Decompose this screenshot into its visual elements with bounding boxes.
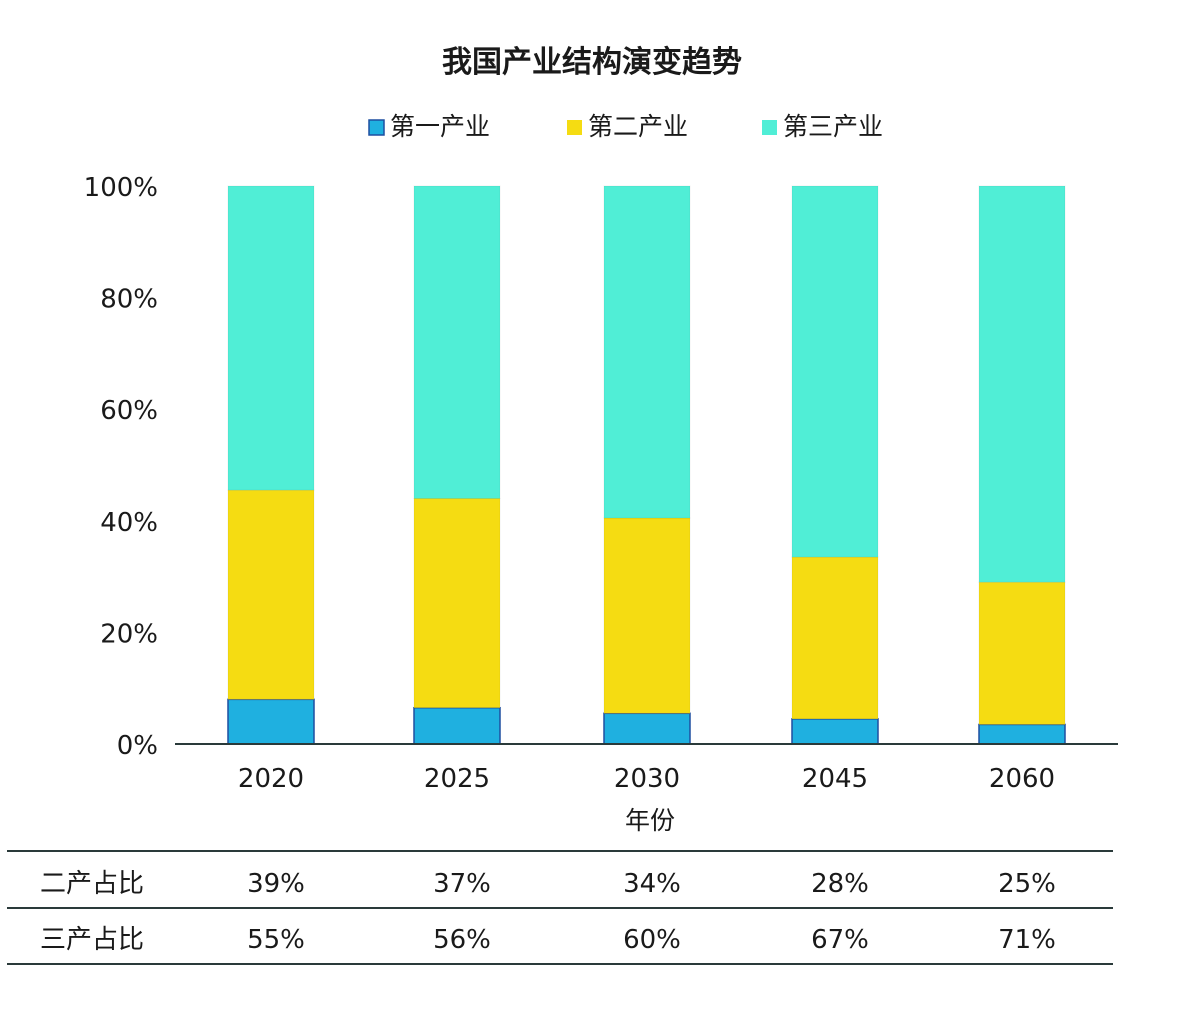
bar-segment [413, 706, 501, 745]
table-cell: 37% [433, 869, 491, 899]
x-axis-title: 年份 [625, 806, 675, 835]
y-tick-label: 20% [100, 619, 158, 649]
table-cell: 28% [811, 869, 869, 899]
bar-segment [227, 489, 315, 700]
legend-label: 第二产业 [588, 112, 688, 141]
y-tick-label: 40% [100, 508, 158, 538]
bar-segment [791, 185, 879, 558]
bars [227, 185, 1066, 745]
bar-segment [791, 556, 879, 720]
x-tick-label: 2060 [989, 764, 1055, 794]
y-tick-label: 80% [100, 285, 158, 315]
legend-swatch [762, 120, 777, 135]
legend-label: 第三产业 [783, 112, 883, 141]
y-tick-label: 100% [84, 173, 158, 203]
legend-swatch [368, 119, 385, 136]
table-cell: 55% [247, 925, 305, 955]
bar-segment [791, 718, 879, 745]
legend-swatch [567, 120, 582, 135]
x-tick-label: 2030 [614, 764, 680, 794]
table-cell: 60% [623, 925, 681, 955]
x-tick-label: 2025 [424, 764, 490, 794]
chart-title: 我国产业结构演变趋势 [442, 45, 742, 80]
table-cell: 56% [433, 925, 491, 955]
table-cell: 25% [998, 869, 1056, 899]
legend-label: 第一产业 [390, 112, 490, 141]
legend: 第一产业 第二产业 第三产业 [368, 112, 883, 141]
bar-segment [413, 497, 501, 709]
bar-segment [413, 185, 501, 499]
bar-segment [227, 185, 315, 491]
bar-segment [978, 185, 1066, 583]
bar-segment [978, 581, 1066, 725]
table-cell: 39% [247, 869, 305, 899]
table-cell: 34% [623, 869, 681, 899]
table-cell: 67% [811, 925, 869, 955]
table-row-label: 二产占比 [40, 869, 144, 899]
x-axis-ticks: 2020 2025 2030 2045 2060 [238, 764, 1055, 794]
y-axis-ticks: 0% 20% 40% 60% 80% 100% [84, 173, 158, 761]
bar-segment [227, 698, 315, 745]
bar-segment [603, 185, 691, 519]
y-tick-label: 0% [117, 731, 158, 761]
bar-segment [603, 517, 691, 714]
bar-segment [603, 712, 691, 745]
table-row-label: 三产占比 [40, 925, 144, 955]
bar-segment [978, 723, 1066, 745]
x-tick-label: 2020 [238, 764, 304, 794]
data-table: 二产占比 39% 37% 34% 28% 25% 三产占比 55% 56% 60% 67% 71% [7, 850, 1113, 965]
table-cell: 71% [998, 925, 1056, 955]
x-tick-label: 2045 [802, 764, 868, 794]
y-tick-label: 60% [100, 396, 158, 426]
